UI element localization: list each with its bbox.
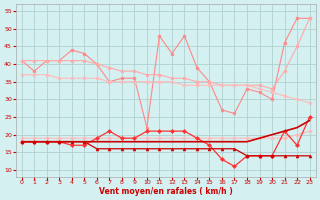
X-axis label: Vent moyen/en rafales ( km/h ): Vent moyen/en rafales ( km/h ): [99, 187, 233, 196]
